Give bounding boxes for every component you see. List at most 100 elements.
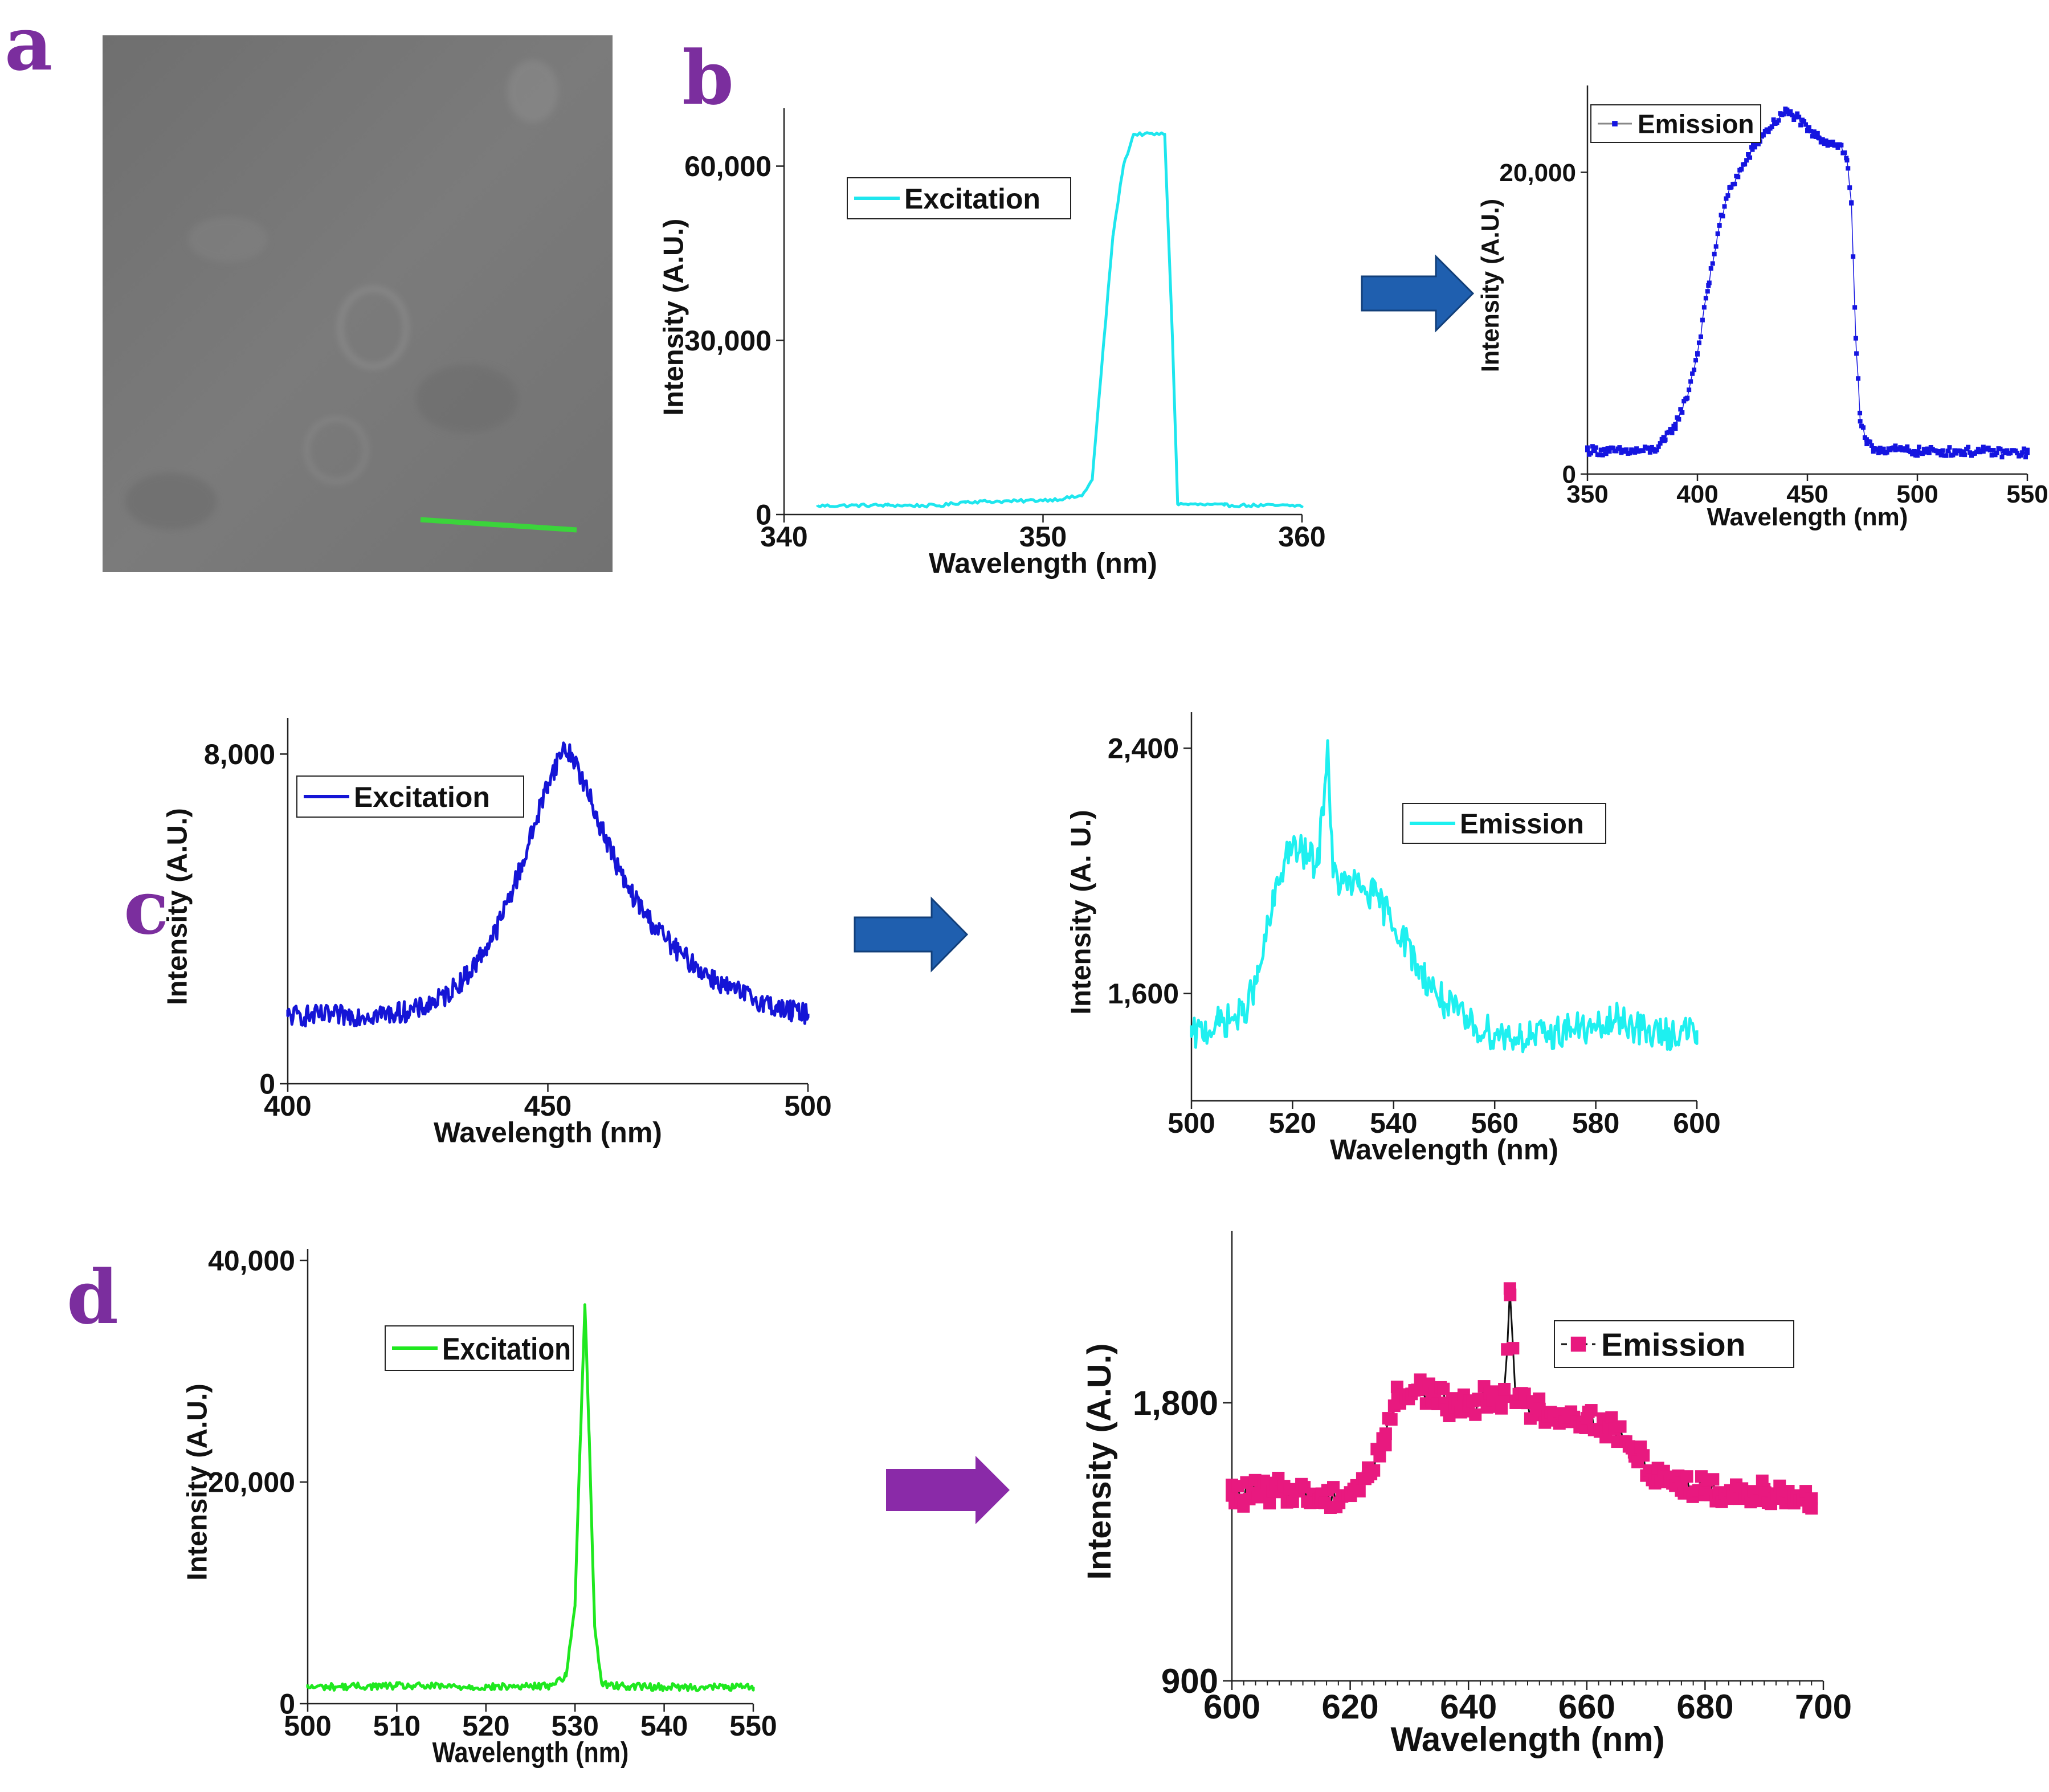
- data-point: [1884, 450, 1889, 455]
- data-point: [1634, 446, 1639, 451]
- data-point: [2005, 448, 2010, 453]
- data-point: [1849, 200, 1854, 205]
- data-point: [1879, 450, 1884, 455]
- data-point: [1598, 447, 1603, 452]
- data-point: [1255, 1486, 1268, 1499]
- x-axis-title: Wavelength (nm): [929, 548, 1157, 579]
- data-point: [1823, 138, 1828, 144]
- data-point: [1876, 450, 1881, 455]
- data-point: [1533, 1392, 1546, 1405]
- data-point: [1729, 185, 1734, 190]
- series-line: [1587, 108, 2028, 458]
- data-point: [1685, 395, 1690, 401]
- data-point: [1858, 410, 1863, 415]
- y-tick-label: 1,600: [1108, 978, 1179, 1010]
- data-point: [1910, 451, 1915, 456]
- chart-b-emission: 350 400 450 500 550 0 20,000 Wavelength (nm) Int…: [1477, 85, 2048, 531]
- data-point: [1495, 1402, 1508, 1415]
- x-tick-label: 400: [1676, 480, 1718, 508]
- x-tick-label: 560: [1471, 1107, 1518, 1139]
- data-point: [1696, 340, 1701, 345]
- arrow-b-icon: [1361, 254, 1475, 333]
- legend: Emission: [1554, 1320, 1794, 1368]
- data-point: [1746, 152, 1751, 157]
- x-tick-label: 500: [784, 1090, 831, 1122]
- x-tick-label: 550: [2006, 480, 2048, 508]
- data-point: [1856, 376, 1861, 381]
- data-point: [1750, 147, 1755, 152]
- legend-marker: [1570, 1336, 1586, 1352]
- chart-d-excitation: 500 510 520 530 540 550 0 20,000 40,000 Wavelengt…: [182, 1245, 777, 1769]
- data-point: [1851, 254, 1856, 259]
- series-line: [286, 741, 810, 1028]
- data-point: [1632, 450, 1638, 455]
- data-point: [1647, 450, 1652, 455]
- data-point: [1725, 193, 1730, 198]
- data-point: [1680, 410, 1685, 415]
- data-point: [1925, 446, 1930, 451]
- data-point: [1617, 445, 1622, 450]
- data-point: [1676, 417, 1681, 422]
- data-point: [2008, 451, 2013, 456]
- data-point: [1994, 450, 1999, 455]
- x-axis-title: Wavelength (nm): [1330, 1134, 1558, 1166]
- data-point: [1668, 427, 1673, 432]
- panel-letter-a: a: [5, 0, 52, 87]
- x-tick-label: 680: [1676, 1688, 1733, 1726]
- data-point: [1839, 142, 1844, 148]
- y-tick-label: 900: [1161, 1662, 1218, 1700]
- data-point: [1744, 158, 1749, 163]
- chart-c-excitation: 400 450 500 0 8,000 Wavelength (nm) Intensity …: [162, 718, 832, 1149]
- data-point: [1690, 371, 1695, 376]
- data-point: [1974, 450, 1979, 455]
- data-point: [1742, 162, 1748, 167]
- x-tick-label: 500: [284, 1710, 331, 1742]
- data-point: [2025, 447, 2030, 452]
- x-tick-label: 500: [1896, 480, 1938, 508]
- data-point: [1933, 448, 1938, 454]
- data-point: [1368, 1464, 1381, 1477]
- data-point: [1769, 124, 1774, 129]
- data-point: [1687, 387, 1692, 393]
- data-point: [1794, 114, 1799, 119]
- data-point: [1678, 407, 1683, 412]
- data-point: [1915, 453, 1920, 458]
- data-point: [1835, 145, 1840, 150]
- arrow-c-icon: [854, 896, 969, 973]
- data-point: [1827, 140, 1832, 145]
- data-point: [1670, 430, 1675, 435]
- data-point: [2018, 453, 2023, 458]
- data-point: [1869, 443, 1874, 448]
- data-point: [1937, 449, 1942, 454]
- legend-label: Excitation: [904, 183, 1040, 215]
- data-point: [1680, 1470, 1693, 1483]
- series-line: [1190, 739, 1699, 1054]
- legend-label: Emission: [1638, 109, 1754, 139]
- legend: Excitation: [847, 177, 1071, 219]
- data-point: [1732, 181, 1737, 186]
- data-point: [1710, 261, 1715, 266]
- data-point: [1944, 453, 1949, 458]
- data-point: [1945, 448, 1950, 454]
- y-axis-title: Intensity (A.U.): [659, 219, 689, 416]
- data-point: [1750, 142, 1756, 147]
- y-tick-label: 20,000: [208, 1467, 295, 1499]
- y-tick-label: 0: [1562, 460, 1576, 488]
- legend: Excitation: [296, 775, 524, 818]
- data-point: [1871, 449, 1876, 454]
- data-point: [1788, 109, 1793, 114]
- data-point: [1663, 437, 1668, 442]
- data-point: [1703, 296, 1708, 301]
- data-point: [1806, 125, 1811, 130]
- data-point: [1981, 449, 1986, 454]
- y-tick-label: 20,000: [1499, 159, 1576, 187]
- x-tick-label: 350: [1019, 521, 1067, 553]
- x-tick-label: 600: [1203, 1688, 1260, 1726]
- x-tick-label: 340: [760, 521, 807, 553]
- data-point: [1379, 1427, 1392, 1440]
- x-tick-label: 530: [551, 1710, 598, 1742]
- data-point: [1795, 111, 1800, 116]
- arrow-d-icon: [886, 1456, 1010, 1524]
- series-line: [306, 1303, 755, 1692]
- data-point: [1844, 158, 1850, 163]
